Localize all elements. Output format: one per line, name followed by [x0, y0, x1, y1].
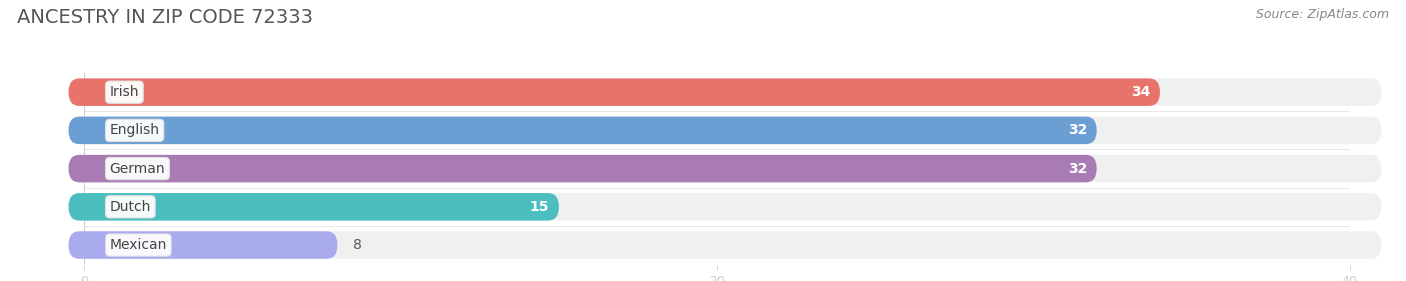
Text: English: English — [110, 123, 160, 137]
Text: 32: 32 — [1067, 162, 1087, 176]
Text: ANCESTRY IN ZIP CODE 72333: ANCESTRY IN ZIP CODE 72333 — [17, 8, 314, 28]
FancyBboxPatch shape — [69, 231, 1382, 259]
Text: 32: 32 — [1067, 123, 1087, 137]
FancyBboxPatch shape — [69, 193, 1382, 221]
FancyBboxPatch shape — [69, 117, 1097, 144]
FancyBboxPatch shape — [69, 155, 1382, 182]
FancyBboxPatch shape — [69, 78, 1160, 106]
Text: Mexican: Mexican — [110, 238, 167, 252]
FancyBboxPatch shape — [69, 78, 1382, 106]
FancyBboxPatch shape — [69, 193, 560, 221]
Text: German: German — [110, 162, 166, 176]
Text: 15: 15 — [530, 200, 550, 214]
Text: Dutch: Dutch — [110, 200, 150, 214]
Text: Irish: Irish — [110, 85, 139, 99]
Text: Source: ZipAtlas.com: Source: ZipAtlas.com — [1256, 8, 1389, 21]
FancyBboxPatch shape — [69, 117, 1382, 144]
FancyBboxPatch shape — [69, 155, 1097, 182]
FancyBboxPatch shape — [69, 231, 337, 259]
Text: 8: 8 — [353, 238, 363, 252]
Text: 34: 34 — [1130, 85, 1150, 99]
